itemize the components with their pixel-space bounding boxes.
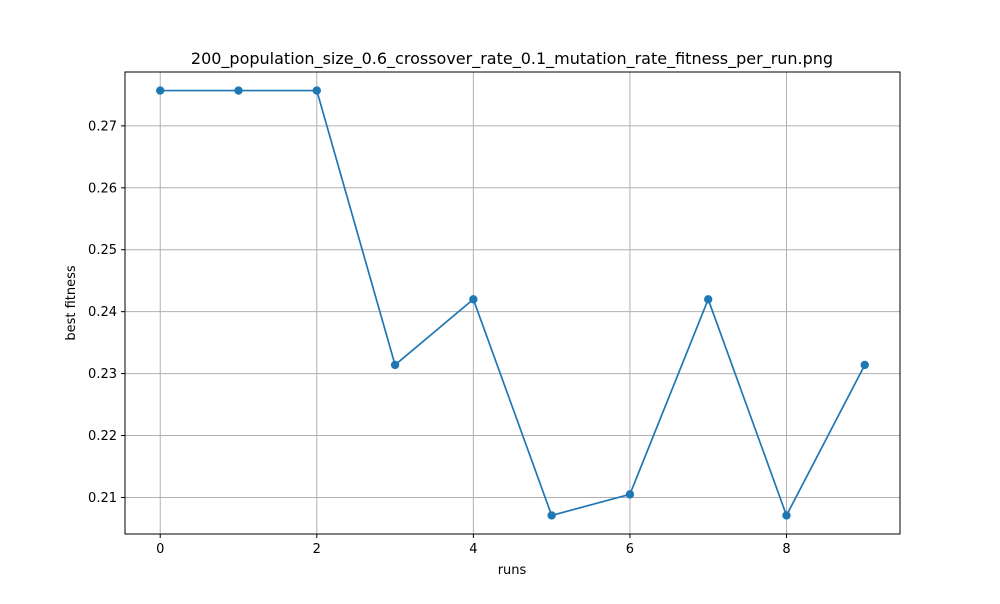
x-axis-label: runs (498, 563, 527, 578)
y-tick-label: 0.26 (88, 181, 117, 196)
plot-frame (124, 71, 901, 535)
data-point (234, 86, 243, 95)
y-tick-label: 0.21 (88, 491, 117, 506)
ticks: 0 2 4 6 8 0.21 0.22 0.23 0.24 0.25 0.26 0.27 (88, 119, 791, 557)
data-point (156, 86, 165, 95)
grid (125, 72, 900, 534)
series-layer (156, 86, 869, 520)
x-tick-label: 6 (626, 542, 634, 557)
y-tick-label: 0.22 (88, 429, 117, 444)
y-axis-label: best fitness (64, 265, 79, 341)
y-tick-label: 0.23 (88, 367, 117, 382)
data-point (625, 490, 635, 499)
x-tick-label: 2 (313, 542, 321, 557)
x-tick-label: 4 (469, 542, 477, 557)
data-point (312, 86, 321, 95)
y-tick-label: 0.24 (88, 305, 117, 320)
data-point (860, 360, 869, 370)
data-point (469, 295, 478, 304)
y-tick-label: 0.27 (88, 119, 117, 134)
x-tick-label: 8 (782, 542, 790, 557)
data-point (390, 360, 400, 370)
data-point (547, 511, 556, 520)
data-point (704, 295, 713, 304)
chart-title: 200_population_size_0.6_crossover_rate_0… (191, 49, 833, 69)
y-tick-label: 0.25 (88, 243, 117, 258)
x-tick-label: 0 (156, 542, 164, 557)
series-line (160, 89, 866, 517)
data-point (782, 511, 791, 520)
